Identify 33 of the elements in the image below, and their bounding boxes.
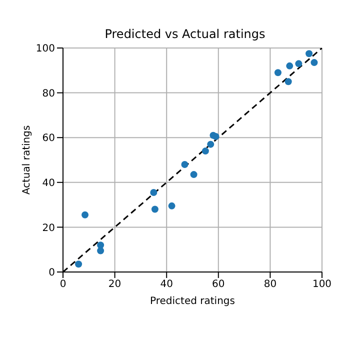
x-tick-label: 60 [212,279,225,290]
point [202,148,209,155]
x-tick-label: 40 [160,279,173,290]
x-tick-label: 0 [60,279,66,290]
point [168,202,176,210]
chart-title: Predicted vs Actual ratings [104,27,266,41]
point [295,60,302,68]
y-tick-label: 40 [42,178,55,189]
x-tick-label: 20 [108,279,122,290]
point [150,188,158,196]
y-tick-label: 60 [42,133,55,144]
point [151,206,158,213]
point [190,171,198,178]
point [181,160,188,168]
y-tick-label: 0 [48,268,55,279]
point [75,260,82,268]
point [286,62,294,70]
point [284,78,292,86]
point [306,50,313,58]
point [207,140,214,148]
y-tick-label: 20 [42,222,55,234]
point [310,59,318,66]
x-tick-label: 100 [312,279,332,290]
x-tick-label: 80 [264,279,277,290]
point [212,132,220,140]
y-axis-title: Actual ratings [22,125,33,195]
point [82,211,89,218]
point [97,242,104,249]
y-tick-label: 100 [36,44,55,55]
point [97,247,104,254]
x-axis-title: Predicted ratings [150,296,235,307]
y-tick-label: 80 [42,88,55,100]
point [274,69,282,76]
